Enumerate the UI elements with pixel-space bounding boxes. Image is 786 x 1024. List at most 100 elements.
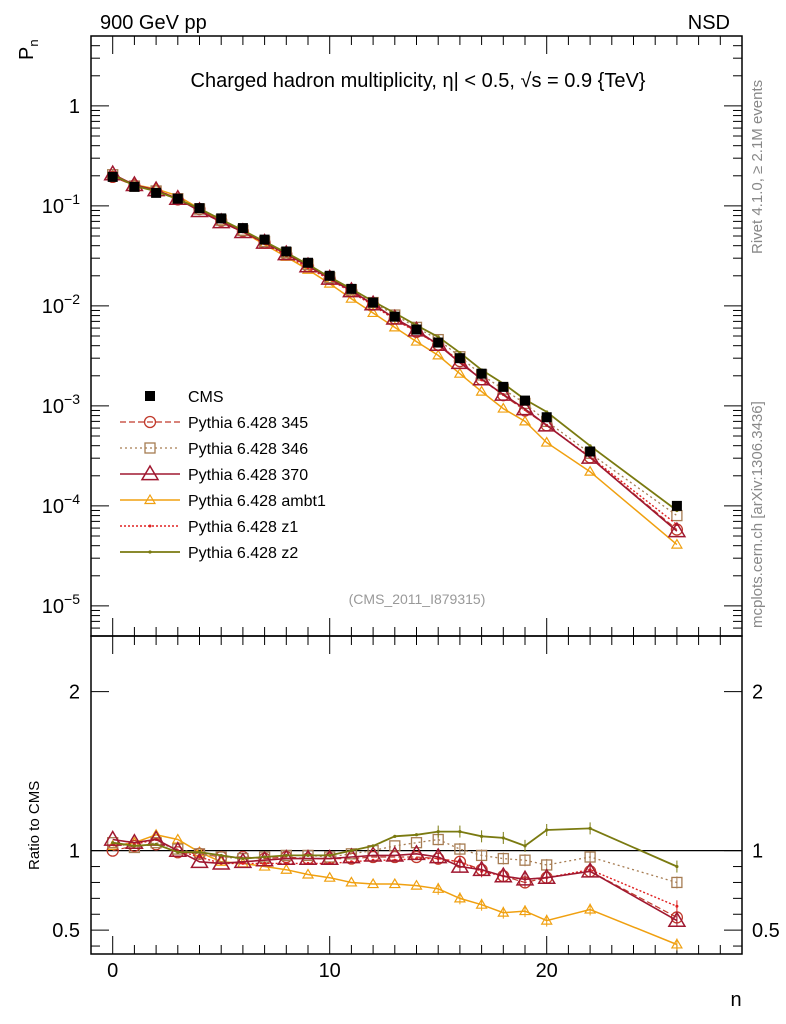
main-point-ambt1 — [540, 436, 553, 447]
ratio-point-ambt1 — [518, 904, 532, 916]
ratio-point-ambt1 — [280, 863, 293, 874]
ratio-point-p370 — [537, 868, 557, 885]
main-ylabel-sub: n — [26, 39, 41, 46]
ratio-ytick-label-right: 1 — [752, 841, 763, 863]
ratio-point-z2 — [371, 844, 375, 848]
rivet-label: Rivet 4.1.0, ≥ 2.1M events — [749, 80, 766, 254]
ratio-point-z2 — [501, 836, 505, 840]
main-line-ambt1 — [112, 175, 678, 546]
ratio-point-ambt1 — [301, 868, 315, 879]
main-ytick-base: 10 — [42, 596, 64, 618]
ratio-point-p370 — [493, 866, 513, 883]
main-point-ambt1 — [345, 292, 358, 303]
main-ytick-label: 10−1 — [42, 191, 80, 218]
main-point-CMS — [411, 324, 422, 335]
ratio-point-p370 — [363, 845, 383, 862]
ratio-point-z2 — [197, 850, 202, 854]
main-ytick-label: 10−5 — [42, 591, 80, 618]
ratio-point-z2 — [349, 849, 353, 853]
ratio-point-z2 — [523, 844, 527, 848]
main-point-p346 — [671, 509, 683, 522]
title-part-c: √s — [521, 70, 542, 92]
ratio-point-p370 — [276, 849, 296, 865]
ratio-point-p370 — [298, 849, 318, 865]
legend-label-p345: Pythia 6.428 345 — [188, 415, 308, 432]
header-right: NSD — [688, 12, 730, 34]
main-point-ambt1 — [432, 349, 445, 360]
ratio-point-z2 — [263, 855, 267, 859]
ratio-point-p370 — [190, 852, 209, 869]
ratio-point-z2 — [414, 833, 419, 837]
ratio-series-group — [103, 822, 687, 951]
title-part-d: = 0.9 {TeV} — [542, 70, 646, 92]
ratio-point-p370 — [103, 830, 123, 846]
ratio-point-p370 — [407, 844, 426, 861]
ratio-ytick-label-right: 0.5 — [752, 920, 780, 942]
legend-marker-p346 — [144, 442, 156, 454]
ratio-point-z2 — [132, 844, 136, 848]
ratio-point-z2 — [545, 828, 549, 832]
ratio-point-p370 — [233, 852, 253, 869]
main-point-CMS — [541, 412, 552, 423]
ratio-point-z2 — [219, 853, 223, 858]
ratio-point-ambt1 — [584, 903, 597, 914]
ratio-point-ambt1 — [497, 906, 510, 917]
ratio-point-z2 — [176, 850, 180, 854]
main-point-CMS — [107, 171, 118, 182]
main-point-CMS — [172, 193, 183, 204]
ratio-point-z2 — [436, 829, 440, 834]
main-ytick-exponent: −2 — [64, 291, 80, 307]
main-point-CMS — [216, 213, 227, 224]
ratio-point-ambt1 — [540, 914, 553, 925]
ratio-point-ambt1 — [323, 871, 336, 882]
ratio-point-z2 — [588, 826, 592, 830]
ratio-ytick-label-left: 2 — [69, 682, 80, 704]
ratio-point-z1 — [263, 861, 267, 865]
ratio-ylabel: Ratio to CMS — [26, 781, 43, 870]
ratio-panel-frame — [90, 635, 743, 955]
main-point-CMS — [281, 246, 292, 257]
ratio-point-ambt1 — [367, 877, 380, 889]
main-point-CMS — [368, 297, 379, 308]
ratio-point-z2 — [306, 853, 310, 858]
main-ytick-exponent: −5 — [64, 591, 80, 607]
ratio-line-p370 — [112, 838, 678, 922]
main-ytick-label: 10−2 — [42, 291, 80, 318]
main-point-CMS — [389, 311, 400, 322]
main-point-CMS — [671, 500, 682, 511]
ratio-point-p346 — [389, 840, 401, 852]
mcplots-label: mcplots.cern.ch [arXiv:1306.3436] — [749, 401, 766, 628]
main-line-p346 — [112, 174, 678, 517]
title-part-b: η| < 0.5, — [442, 70, 520, 92]
main-point-CMS — [476, 368, 487, 379]
main-point-CMS — [259, 234, 270, 245]
ratio-point-p370 — [255, 850, 274, 867]
main-title: Charged hadron multiplicity, η| < 0.5, √… — [191, 70, 646, 92]
main-ylabel-text: P — [16, 47, 38, 60]
ratio-point-ambt1 — [432, 882, 445, 893]
main-ytick-exponent: −4 — [64, 491, 80, 507]
main-point-CMS — [454, 353, 465, 364]
ratio-xtick-label: 20 — [536, 960, 558, 982]
main-point-CMS — [324, 270, 335, 281]
main-point-CMS — [433, 337, 444, 348]
ratio-point-p370 — [168, 841, 188, 857]
legend-marker-CMS — [145, 391, 155, 401]
ratio-point-ambt1 — [670, 938, 683, 949]
ratio-point-p346 — [671, 876, 683, 889]
ratio-line-p345 — [112, 843, 678, 918]
main-series-CMS — [107, 171, 682, 511]
ratio-point-p370 — [667, 911, 687, 927]
main-ytick-label: 10−3 — [42, 391, 80, 418]
legend-label-p370: Pythia 6.428 370 — [188, 467, 308, 484]
main-point-CMS — [520, 395, 530, 406]
main-point-CMS — [151, 187, 162, 198]
ratio-ytick-label-left: 1 — [69, 841, 80, 863]
main-point-CMS — [303, 257, 313, 268]
ratio-point-ambt1 — [388, 877, 401, 889]
ratio-point-p345 — [410, 850, 423, 864]
ratio-point-z1 — [675, 904, 679, 908]
main-point-ambt1 — [367, 306, 380, 318]
main-ytick-base: 1 — [69, 96, 80, 118]
